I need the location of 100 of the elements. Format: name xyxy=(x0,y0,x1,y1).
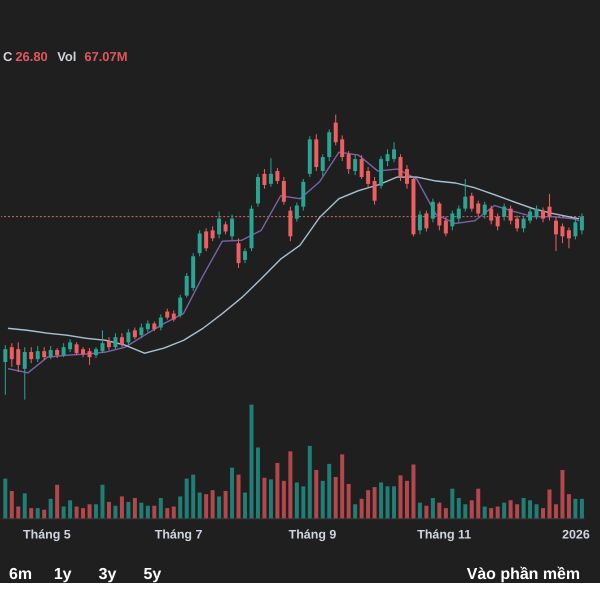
candlestick xyxy=(81,346,86,358)
bar xyxy=(528,500,532,518)
bar xyxy=(502,502,506,518)
bar xyxy=(204,494,208,518)
bar xyxy=(262,478,266,518)
bar xyxy=(224,490,228,518)
bar xyxy=(430,498,435,518)
candlestick xyxy=(16,342,20,372)
bar xyxy=(158,498,163,518)
bar xyxy=(29,508,34,518)
candlestick xyxy=(386,148,390,167)
bar xyxy=(106,502,111,518)
bar xyxy=(126,502,130,518)
text: 6m xyxy=(8,566,32,584)
bar xyxy=(353,504,358,518)
bar xyxy=(334,477,338,518)
bar xyxy=(463,504,468,518)
candlestick xyxy=(534,205,539,220)
candlestick xyxy=(508,205,513,225)
bar xyxy=(346,484,351,518)
bar xyxy=(191,474,196,518)
candlestick xyxy=(496,213,500,231)
candlestick xyxy=(502,203,506,222)
bar xyxy=(210,490,215,518)
candlestick xyxy=(29,346,34,364)
bar xyxy=(548,490,552,518)
bar xyxy=(62,506,66,518)
candlestick xyxy=(126,328,130,346)
bar xyxy=(372,487,377,518)
candlestick xyxy=(515,214,520,232)
bar xyxy=(456,498,461,518)
candlestick xyxy=(210,226,215,242)
candlestick xyxy=(522,214,526,233)
bar xyxy=(379,482,384,518)
bar xyxy=(94,504,98,518)
bar xyxy=(243,492,248,518)
candlestick xyxy=(489,205,494,225)
bar xyxy=(515,504,520,518)
bar xyxy=(152,506,156,518)
bar xyxy=(314,470,318,518)
candlestick xyxy=(3,344,8,396)
bar xyxy=(392,486,396,518)
bar xyxy=(580,498,584,518)
candlestick xyxy=(372,176,377,206)
bar xyxy=(522,498,526,518)
bar xyxy=(139,502,144,518)
candlestick xyxy=(482,201,487,220)
candlestick xyxy=(418,210,422,235)
bar xyxy=(275,463,280,518)
candlestick xyxy=(528,208,532,224)
bar xyxy=(320,480,325,518)
bar xyxy=(55,484,60,518)
candlestick xyxy=(566,226,571,249)
x-tick-label: 2026 xyxy=(562,528,590,542)
candlestick xyxy=(437,201,442,231)
candlestick xyxy=(560,222,564,244)
candlestick xyxy=(463,178,468,212)
bar xyxy=(100,484,104,518)
bar xyxy=(398,475,402,518)
candlestick xyxy=(360,154,364,180)
bar xyxy=(10,490,14,518)
candlestick xyxy=(88,348,92,366)
bar xyxy=(566,494,571,518)
bar xyxy=(418,502,422,518)
candlestick xyxy=(541,207,546,223)
candlestick xyxy=(573,218,578,240)
candlestick xyxy=(36,346,40,363)
bar xyxy=(411,464,416,518)
candlestick xyxy=(334,114,338,146)
candlestick xyxy=(132,327,137,340)
candlestick xyxy=(165,308,170,320)
bar xyxy=(450,488,454,518)
candlestick xyxy=(424,210,428,232)
text: Vào phần mềm xyxy=(466,566,580,584)
bar xyxy=(554,504,558,518)
candlestick xyxy=(184,272,189,298)
x-tick-label: Tháng 11 xyxy=(417,528,472,542)
candlestick xyxy=(204,228,208,252)
candlestick xyxy=(548,193,552,222)
candlestick xyxy=(262,168,266,190)
text: 5y xyxy=(144,566,162,584)
bar xyxy=(120,496,124,518)
candlestick xyxy=(178,294,182,318)
candlestick xyxy=(68,338,72,353)
bar xyxy=(327,464,332,518)
candlestick xyxy=(243,248,248,264)
bar xyxy=(146,506,150,518)
candlestick xyxy=(580,213,584,235)
text: C 26.80 Vol 67.07M xyxy=(2,48,128,64)
bar xyxy=(288,451,292,518)
candlestick xyxy=(198,230,202,257)
bar xyxy=(476,488,480,518)
candlestick xyxy=(450,210,454,231)
bar xyxy=(36,508,40,518)
candlestick xyxy=(224,220,228,235)
bar xyxy=(482,506,487,518)
candlestick xyxy=(158,314,163,331)
text: 3y xyxy=(98,566,117,584)
candlestick xyxy=(106,336,111,351)
candlestick xyxy=(268,158,273,188)
